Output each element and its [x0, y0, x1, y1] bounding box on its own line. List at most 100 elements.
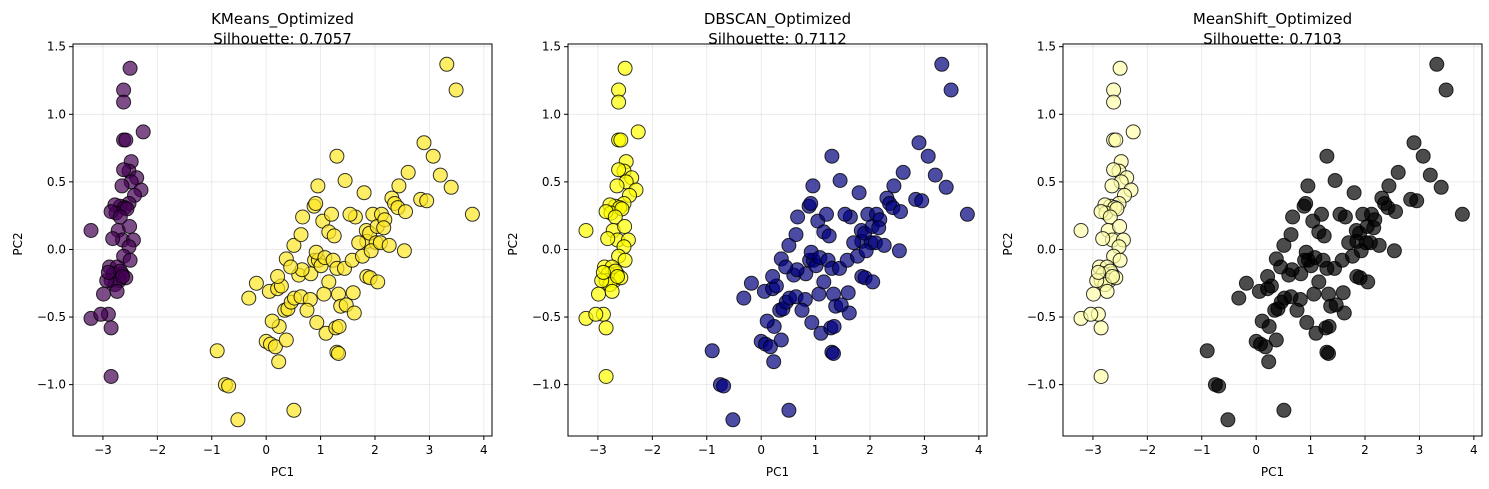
- subplot-title-line1: KMeans_Optimized: [211, 10, 354, 29]
- data-point: [1112, 219, 1128, 234]
- data-point: [1289, 302, 1305, 318]
- data-point: [1108, 132, 1124, 148]
- data-point: [1346, 185, 1362, 201]
- data-point: [804, 315, 820, 330]
- x-axis-label: PC1: [271, 465, 294, 479]
- data-point: [1298, 196, 1314, 211]
- data-point: [331, 319, 347, 334]
- y-tick-label: 1.5: [47, 40, 66, 54]
- data-point: [1276, 237, 1292, 253]
- data-point: [1095, 231, 1111, 247]
- data-point: [248, 275, 264, 291]
- data-point: [105, 231, 121, 247]
- data-point: [1199, 343, 1215, 359]
- data-point: [283, 259, 299, 275]
- plot-area: −3 −2 −1 0 1 2 3 4 −1.0 −0.5 0.0 0.5 1.0 1.5: [532, 40, 988, 457]
- plot-area: −3 −2 −1 0 1 2 3 4 −1.0 −0.5 0.0 0.5 1.0 1.5: [1027, 40, 1483, 457]
- data-point: [316, 286, 332, 302]
- data-point: [271, 354, 287, 370]
- x-tick-label: 3: [921, 443, 929, 457]
- y-axis-label: PC2: [1001, 232, 1015, 255]
- subplot-title-line1: MeanShift_Optimized: [1193, 10, 1352, 29]
- data-point: [1360, 274, 1376, 290]
- data-point: [416, 135, 432, 151]
- x-tick-label: −3: [94, 443, 112, 457]
- data-point: [331, 346, 346, 361]
- x-tick-label: 0: [1252, 443, 1260, 457]
- data-point: [811, 286, 827, 302]
- data-point: [617, 219, 633, 234]
- data-point: [841, 305, 857, 321]
- data-point: [895, 164, 911, 180]
- data-point: [1336, 305, 1352, 321]
- axes-frame: [1062, 43, 1483, 437]
- y-tick-label: −1.0: [532, 378, 561, 392]
- data-point: [630, 124, 646, 140]
- data-point: [1273, 259, 1289, 275]
- data-point: [1390, 164, 1406, 180]
- data-point: [1220, 412, 1236, 428]
- data-point: [308, 196, 324, 211]
- data-point: [370, 274, 386, 290]
- data-point: [611, 162, 627, 178]
- data-point: [337, 173, 353, 188]
- data-point: [1433, 179, 1449, 195]
- x-tick-label: 3: [1416, 443, 1424, 457]
- data-point: [876, 237, 892, 253]
- x-tick-label: 2: [866, 443, 874, 457]
- x-tick-label: 1: [812, 443, 820, 457]
- subplot-title-line2: Silhouette: 0.7103: [1203, 30, 1342, 48]
- data-point: [295, 209, 311, 225]
- x-tick-label: −3: [1084, 443, 1102, 457]
- data-point: [356, 185, 372, 201]
- data-point: [821, 228, 837, 244]
- data-point: [342, 206, 358, 222]
- subplot-title-line2: Silhouette: 0.7057: [213, 30, 352, 48]
- y-axis-label: PC2: [506, 232, 520, 255]
- data-point: [1285, 209, 1301, 225]
- data-point: [943, 82, 959, 98]
- data-point: [1454, 206, 1470, 222]
- x-tick-label: −1: [698, 443, 716, 457]
- data-point: [115, 269, 130, 284]
- x-axis-label: PC1: [766, 465, 789, 479]
- x-tick-label: 4: [1470, 443, 1478, 457]
- data-point: [400, 164, 416, 180]
- data-point: [1125, 124, 1141, 140]
- data-point: [1093, 369, 1109, 384]
- y-tick-label: −1.0: [37, 378, 66, 392]
- data-point: [781, 237, 797, 253]
- data-point: [604, 283, 620, 299]
- data-point: [803, 196, 819, 211]
- data-point: [230, 412, 246, 428]
- data-point: [1268, 332, 1284, 348]
- data-point: [103, 320, 119, 336]
- data-point: [351, 235, 367, 251]
- axes-frame: [72, 43, 493, 437]
- axes-frame: [567, 43, 988, 437]
- data-point: [891, 243, 907, 259]
- data-point: [114, 178, 130, 194]
- subplot-meanshift: −3 −2 −1 0 1 2 3 4 −1.0 −0.5 0.0 0.5 1.0 1.5 MeanShif…: [1001, 10, 1483, 479]
- x-tick-label: −2: [1138, 443, 1156, 457]
- data-point: [116, 162, 132, 178]
- data-point: [1211, 378, 1227, 394]
- data-point: [716, 378, 732, 394]
- data-point: [1260, 269, 1276, 284]
- data-point: [1327, 173, 1343, 188]
- data-point: [1335, 285, 1351, 301]
- x-tick-label: 3: [426, 443, 434, 457]
- data-point: [611, 94, 627, 110]
- data-point: [96, 286, 111, 302]
- y-tick-label: 1.5: [1037, 40, 1056, 54]
- data-point: [934, 56, 950, 72]
- data-point: [1314, 206, 1329, 222]
- data-point: [794, 302, 810, 318]
- y-tick-label: 0.5: [47, 175, 66, 189]
- data-point: [762, 339, 778, 355]
- data-point: [1299, 315, 1315, 330]
- data-point: [329, 148, 345, 164]
- y-tick-label: 1.5: [542, 40, 561, 54]
- data-point: [600, 231, 616, 247]
